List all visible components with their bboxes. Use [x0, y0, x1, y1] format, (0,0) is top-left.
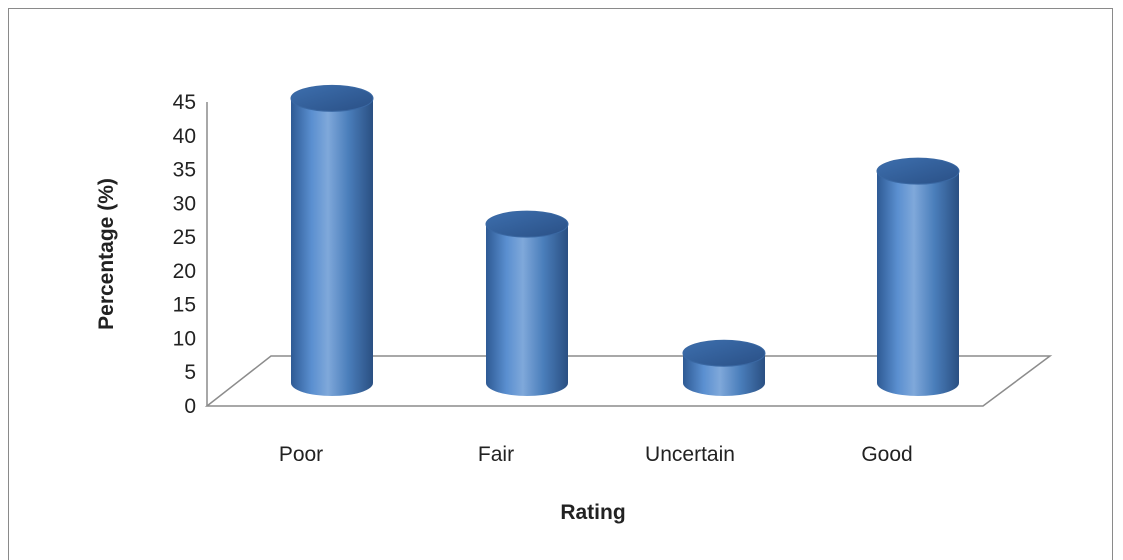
bar-uncertain [682, 339, 766, 396]
x-tick-labels: Poor Fair Uncertain Good [279, 443, 913, 466]
bar-cap [876, 157, 960, 185]
y-tick-label: 15 [173, 294, 196, 317]
y-tick-label: 30 [173, 192, 196, 215]
x-axis-title: Rating [560, 501, 625, 524]
bar-poor [290, 84, 374, 396]
y-tick-labels: 0 5 10 15 20 25 30 35 40 45 [173, 91, 196, 418]
y-tick-label: 5 [184, 361, 196, 384]
x-tick-label: Poor [279, 443, 323, 466]
y-tick-label: 0 [184, 395, 196, 418]
bar-fair [485, 210, 569, 396]
bar-body [291, 98, 373, 396]
y-tick-label: 35 [173, 159, 196, 182]
x-tick-label: Good [861, 443, 912, 466]
bar-good [876, 157, 960, 396]
bar-body [486, 224, 568, 396]
y-tick-label: 40 [173, 125, 196, 148]
y-tick-label: 25 [173, 226, 196, 249]
x-tick-label: Fair [478, 443, 514, 466]
bar-body [877, 171, 959, 396]
bar-cap [290, 84, 374, 112]
bar-cap [485, 210, 569, 238]
bar-series [290, 84, 960, 396]
chart-floor [204, 355, 1053, 407]
y-tick-label: 10 [173, 327, 196, 350]
chart-axes [204, 102, 1053, 407]
bar-cap [682, 339, 766, 367]
y-tick-label: 45 [173, 91, 196, 114]
x-tick-label: Uncertain [645, 443, 735, 466]
y-axis-title: Percentage (%) [95, 178, 118, 330]
y-tick-label: 20 [173, 260, 196, 283]
